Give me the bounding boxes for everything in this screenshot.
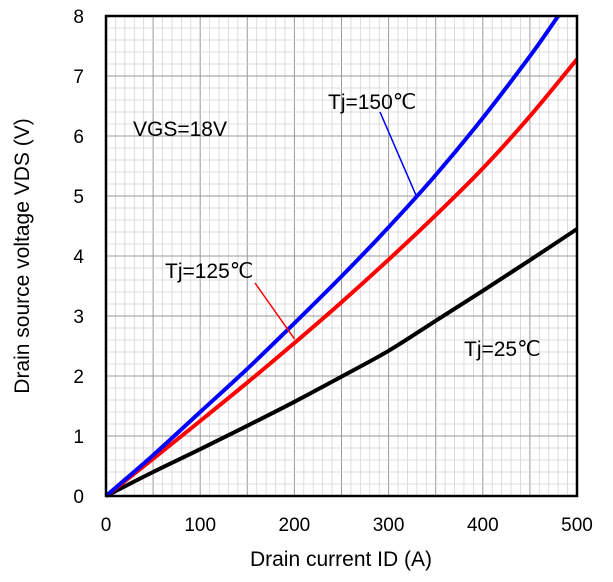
plot-frame — [104, 14, 579, 498]
y-tick-label: 8 — [73, 7, 84, 28]
tj150-label: Tj=150℃ — [328, 91, 416, 114]
y-tick-label: 0 — [73, 487, 84, 508]
x-tick-label: 300 — [373, 515, 405, 536]
series-line — [104, 57, 579, 498]
grid — [106, 16, 577, 496]
tj150-leader-line — [379, 111, 418, 198]
x-tick-label: 0 — [101, 515, 112, 536]
tj125-label: Tj=125℃ — [165, 260, 253, 283]
y-tick-label: 7 — [73, 67, 84, 88]
y-axis-title: Drain source voltage VDS (V) — [11, 118, 34, 393]
y-tick-label: 6 — [73, 127, 84, 148]
x-tick-label: 100 — [184, 515, 216, 536]
series-line — [104, 14, 560, 498]
tick-labels: 0 100 200 300 400 500 0 1 2 3 4 5 6 7 8 — [73, 7, 592, 536]
y-tick-label: 1 — [73, 427, 84, 448]
x-axis-title: Drain current ID (A) — [250, 548, 432, 571]
y-tick-label: 2 — [73, 367, 84, 388]
annotation-leaders — [254, 111, 418, 340]
series-curves — [104, 14, 579, 498]
y-tick-label: 3 — [73, 307, 84, 328]
vgs-annotation: VGS=18V — [133, 118, 227, 141]
x-tick-label: 500 — [561, 515, 593, 536]
y-tick-label: 4 — [73, 247, 84, 268]
x-tick-label: 400 — [467, 515, 499, 536]
tj25-label: Tj=25℃ — [464, 338, 541, 361]
y-tick-label: 5 — [73, 187, 84, 208]
tj125-leader-line — [254, 282, 296, 340]
x-tick-label: 200 — [279, 515, 311, 536]
series-line — [105, 227, 579, 498]
